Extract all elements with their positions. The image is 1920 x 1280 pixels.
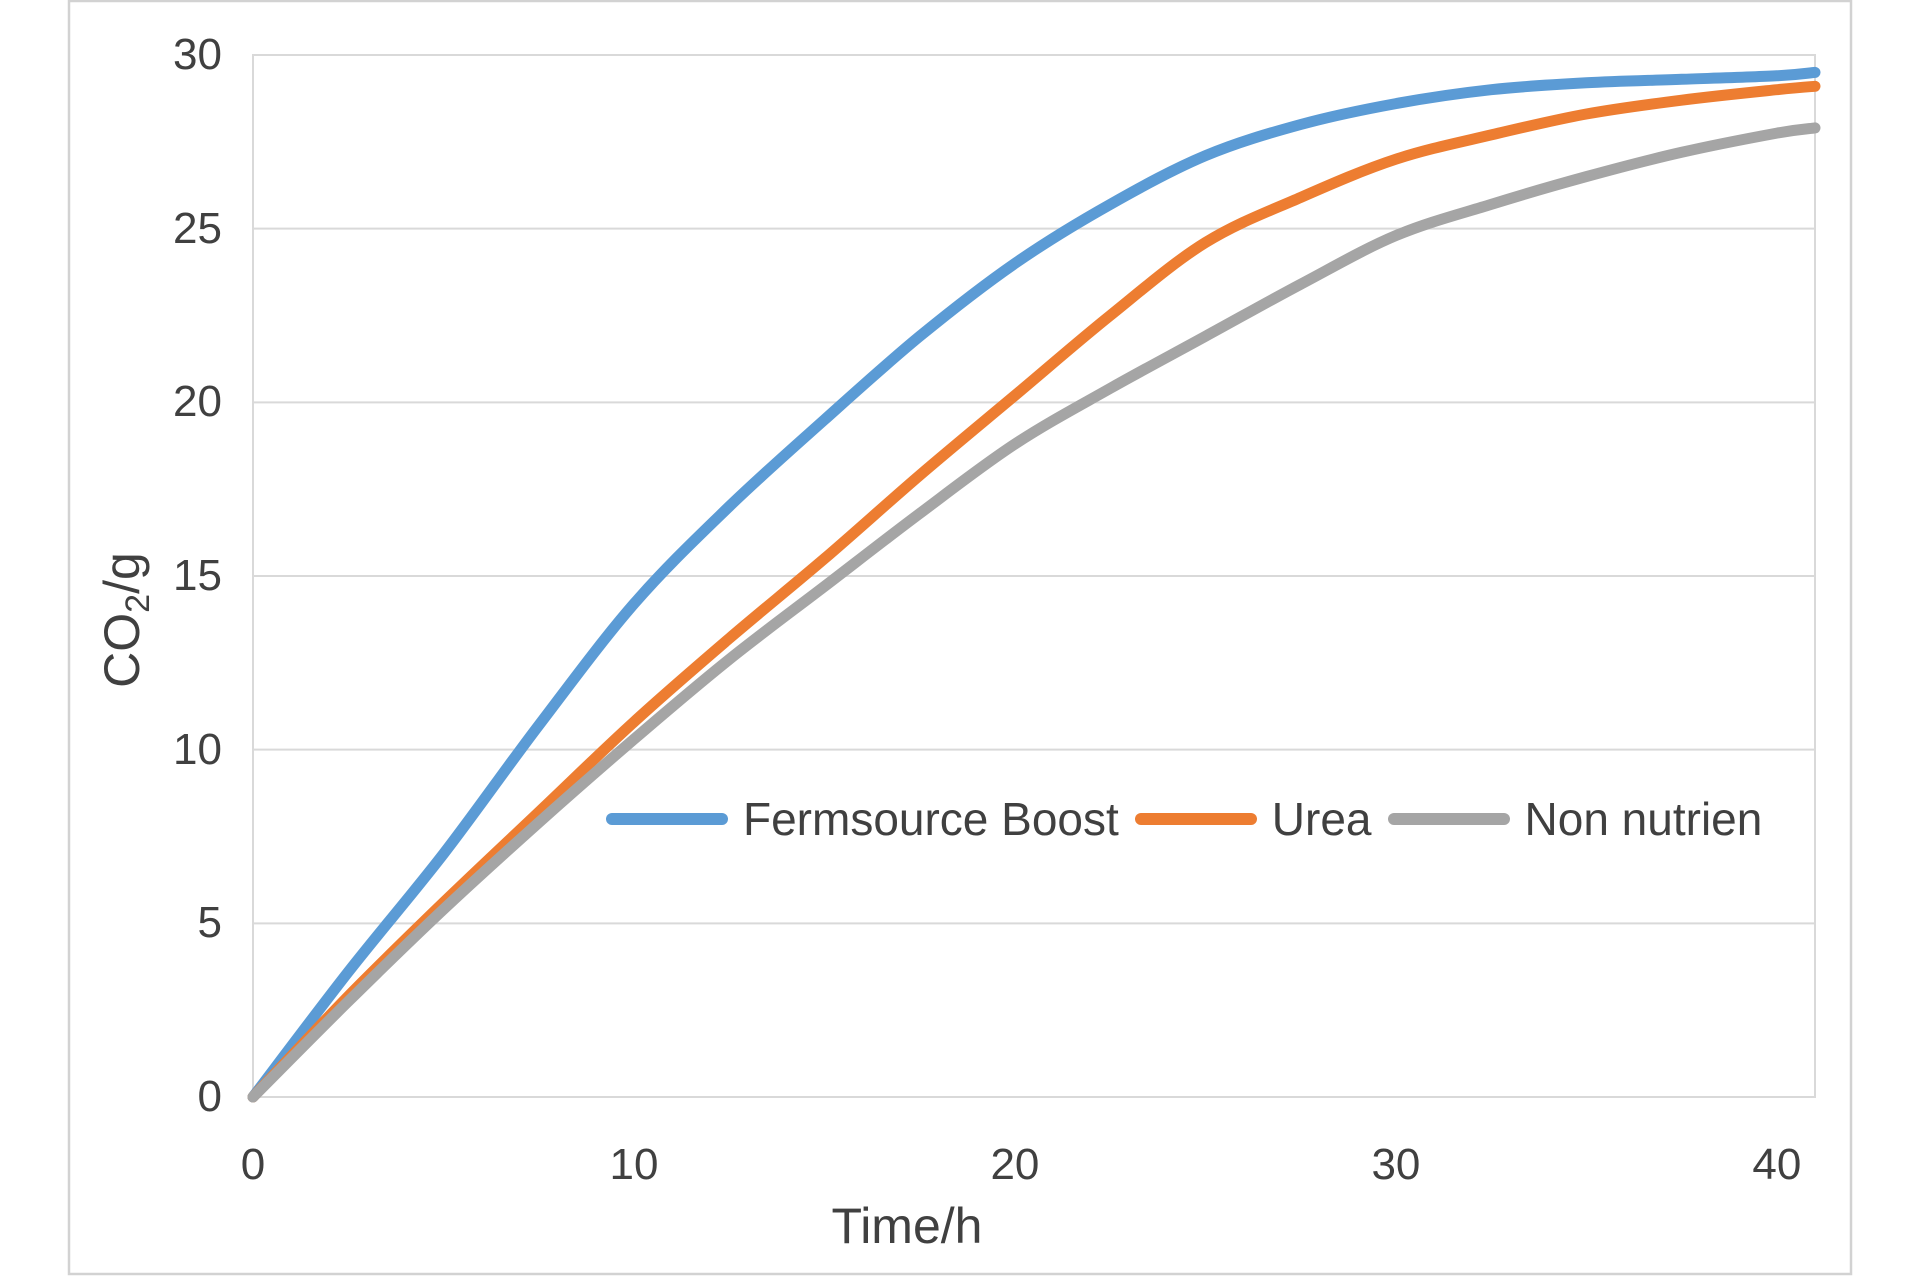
legend-label: Urea bbox=[1271, 793, 1372, 845]
y-axis-title-text: CO bbox=[94, 612, 150, 688]
legend-item-urea: Urea bbox=[1134, 792, 1372, 846]
y-tick-label-15: 15 bbox=[173, 551, 222, 600]
series-lines bbox=[247, 66, 1821, 1103]
y-axis-title-unit: /g bbox=[94, 552, 150, 594]
plot-area-border bbox=[252, 54, 1816, 1098]
series-line-non-nutrien bbox=[247, 122, 1821, 1103]
y-tick-label-0: 0 bbox=[197, 1072, 222, 1121]
y-tick-label-30: 30 bbox=[173, 30, 222, 79]
x-axis-title: Time/h bbox=[831, 1198, 983, 1254]
legend-marker-icon bbox=[606, 813, 728, 825]
x-tick-label-10: 10 bbox=[609, 1140, 659, 1189]
series-line-fermsource-boost bbox=[247, 66, 1821, 1103]
legend-label: Non nutrien bbox=[1524, 793, 1763, 845]
legend-item-non-nutrien: Non nutrien bbox=[1387, 792, 1763, 846]
x-tick-label-20: 20 bbox=[990, 1140, 1040, 1189]
y-tick-label-20: 20 bbox=[173, 377, 222, 427]
y-tick-label-5: 5 bbox=[197, 898, 222, 948]
y-tick-label-25: 25 bbox=[173, 203, 222, 253]
chart-legend: Fermsource Boost Urea Non nutrien bbox=[606, 791, 1762, 847]
legend-item-fermsource-boost: Fermsource Boost bbox=[606, 792, 1119, 846]
legend-marker-icon bbox=[1134, 813, 1257, 825]
x-tick-label-40: 40 bbox=[1752, 1140, 1802, 1189]
chart-outer-frame bbox=[67, 0, 1853, 1276]
legend-label: Fermsource Boost bbox=[743, 793, 1119, 845]
legend-marker-icon bbox=[1387, 813, 1510, 825]
y-axis-title-subscript: 2 bbox=[119, 593, 157, 613]
y-tick-label-10: 10 bbox=[173, 724, 222, 774]
x-tick-label-0: 0 bbox=[240, 1140, 266, 1189]
x-tick-label-30: 30 bbox=[1371, 1140, 1421, 1189]
series-line-urea bbox=[247, 80, 1821, 1103]
